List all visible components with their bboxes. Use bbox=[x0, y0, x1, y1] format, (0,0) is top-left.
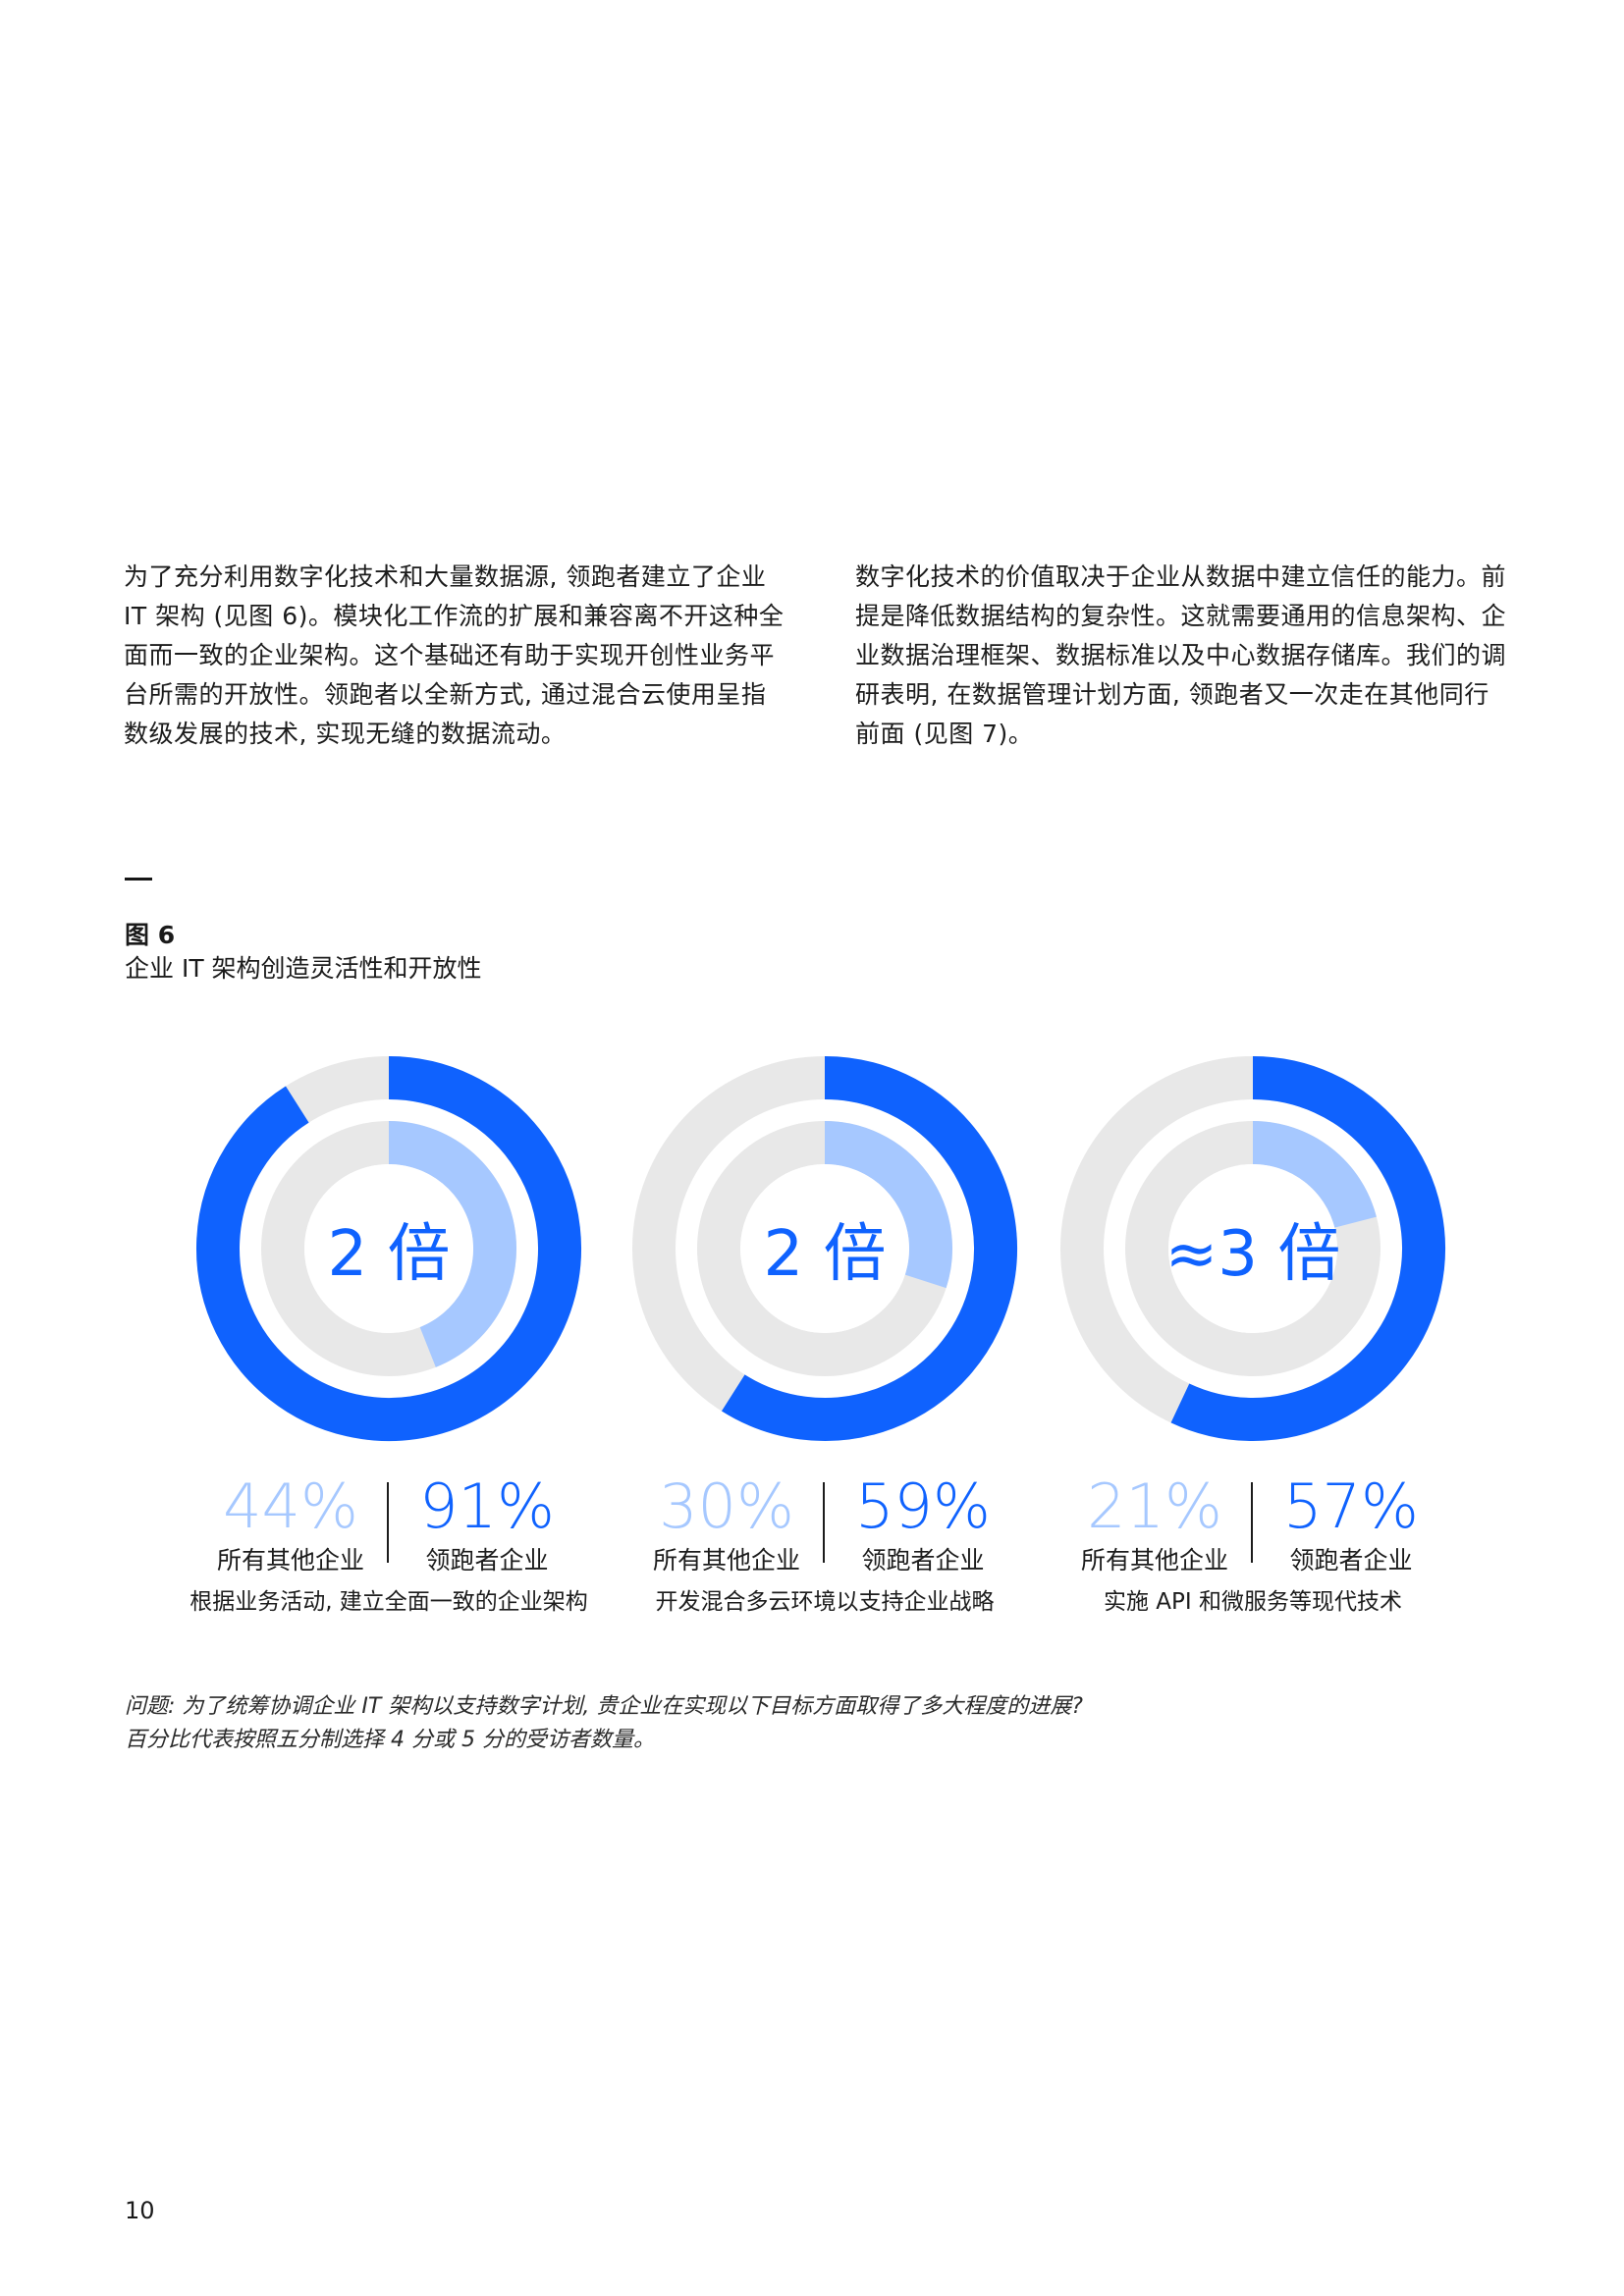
stat-divider bbox=[1251, 1482, 1253, 1563]
donut-chart-1: 2 倍 44% 所有其他企业 91% 领跑者企业 根据业务活动, 建立全面一致的… bbox=[189, 1052, 588, 1615]
stat-divider bbox=[387, 1482, 389, 1563]
other-label: 所有其他企业 bbox=[216, 1546, 364, 1575]
donut-svg bbox=[632, 1056, 1017, 1441]
multiplier-label: ≈3 倍 bbox=[1164, 1218, 1341, 1291]
donut-center bbox=[304, 1164, 473, 1333]
chart-caption: 实施 API 和微服务等现代技术 bbox=[1103, 1589, 1402, 1615]
multiplier-label: 2 倍 bbox=[763, 1218, 887, 1291]
figure-rule bbox=[125, 878, 152, 881]
leader-ring-arc bbox=[1170, 1056, 1445, 1441]
stats-row: 30% 所有其他企业 59% 领跑者企业 bbox=[628, 1445, 1021, 1575]
donut-center bbox=[740, 1164, 909, 1333]
leader-percent: 91% bbox=[419, 1470, 555, 1542]
other-label: 所有其他企业 bbox=[652, 1546, 800, 1575]
donut-center bbox=[1168, 1164, 1337, 1333]
other-ring-arc bbox=[388, 1121, 516, 1367]
stat-leader: 59% 领跑者企业 bbox=[835, 1472, 1011, 1578]
stat-leader: 91% 领跑者企业 bbox=[399, 1472, 575, 1578]
leader-label: 领跑者企业 bbox=[1289, 1546, 1413, 1575]
figure-label: 图 6 bbox=[125, 921, 176, 949]
donut-svg bbox=[1060, 1056, 1445, 1441]
chart-caption: 开发混合多云环境以支持企业战略 bbox=[655, 1589, 995, 1615]
footnote-note: 百分比代表按照五分制选择 4 分或 5 分的受访者数量。 bbox=[125, 1728, 655, 1752]
leader-percent: 59% bbox=[855, 1470, 991, 1542]
leader-label: 领跑者企业 bbox=[861, 1546, 985, 1575]
leader-label: 领跑者企业 bbox=[425, 1546, 549, 1575]
stat-leader: 57% 领跑者企业 bbox=[1263, 1472, 1439, 1578]
other-ring-arc bbox=[1252, 1121, 1377, 1229]
other-percent: 44% bbox=[223, 1470, 358, 1542]
footnote: 问题: 为了统筹协调企业 IT 架构以支持数字计划, 贵企业在实现以下目标方面取… bbox=[125, 1690, 1401, 1757]
stat-other: 21% 所有其他企业 bbox=[1066, 1472, 1243, 1578]
stat-other: 44% 所有其他企业 bbox=[202, 1472, 379, 1578]
multiplier-label: 2 倍 bbox=[327, 1218, 451, 1291]
donut-chart-3: ≈3 倍 21% 所有其他企业 57% 领跑者企业 实施 API 和微服务等现代… bbox=[1056, 1052, 1449, 1615]
page-number: 10 bbox=[125, 2197, 155, 2224]
leader-ring-arc bbox=[722, 1056, 1017, 1441]
figure-title: 企业 IT 架构创造灵活性和开放性 bbox=[125, 954, 482, 983]
footnote-question: 问题: 为了统筹协调企业 IT 架构以支持数字计划, 贵企业在实现以下目标方面取… bbox=[125, 1694, 1083, 1719]
leader-percent: 57% bbox=[1283, 1470, 1419, 1542]
chart-caption: 根据业务活动, 建立全面一致的企业架构 bbox=[189, 1589, 588, 1615]
body-paragraph-left: 为了充分利用数字化技术和大量数据源, 领跑者建立了企业 IT 架构 (见图 6)… bbox=[124, 562, 785, 748]
other-label: 所有其他企业 bbox=[1080, 1546, 1228, 1575]
donut-svg bbox=[196, 1056, 581, 1441]
stat-divider bbox=[823, 1482, 825, 1563]
stats-row: 21% 所有其他企业 57% 领跑者企业 bbox=[1056, 1445, 1449, 1575]
stats-row: 44% 所有其他企业 91% 领跑者企业 bbox=[192, 1445, 585, 1575]
donut-chart-2: 2 倍 30% 所有其他企业 59% 领跑者企业 开发混合多云环境以支持企业战略 bbox=[628, 1052, 1021, 1615]
other-percent: 30% bbox=[659, 1470, 794, 1542]
body-paragraph-right: 数字化技术的价值取决于企业从数据中建立信任的能力。前提是降低数据结构的复杂性。这… bbox=[855, 562, 1507, 748]
other-ring-arc bbox=[824, 1121, 952, 1289]
other-percent: 21% bbox=[1087, 1470, 1222, 1542]
leader-ring-arc bbox=[196, 1056, 581, 1441]
stat-other: 30% 所有其他企业 bbox=[638, 1472, 815, 1578]
